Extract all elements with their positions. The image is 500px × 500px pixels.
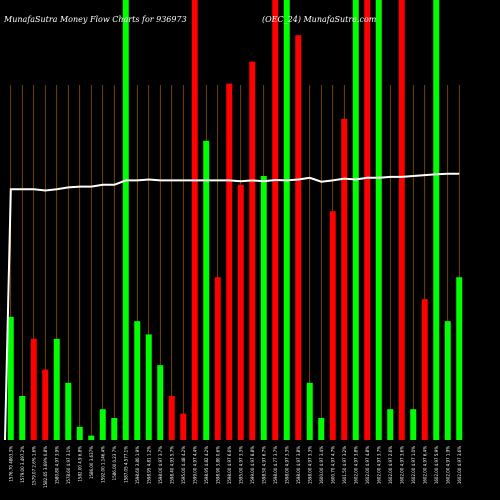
tick-label: 1599.00 4.97 4.4%: [192, 446, 197, 484]
tick-label: 1602.00 4.97 3.6%: [457, 446, 462, 484]
tick-label: 1595.00 4.48 4.2%: [181, 446, 186, 484]
bar: [30, 338, 37, 440]
tick-label: 1598.00 4.97 3.8%: [296, 446, 301, 484]
tick-label: 1586.00 3.637%: [89, 446, 94, 479]
tick-label: 1602.00 4.97 3.8%: [353, 446, 358, 484]
tick-label: 1595.00 4.97 3.3%: [238, 446, 243, 484]
tick-label: 1599.00 4.97 8.8%: [250, 446, 255, 484]
bar: [99, 409, 106, 440]
tick-label: 1576.70 4863.3%: [8, 446, 13, 482]
tick-label: 1602.00 4.97 6.4%: [422, 446, 427, 484]
bar: [260, 176, 267, 440]
tick-label: 1598.95 4.81 1.2%: [146, 446, 151, 484]
tick-label: 1600.00 4.97 3.4%: [319, 446, 324, 484]
chart-title: MunafaSutra Money Flow Charts for 936973: [3, 15, 187, 24]
tick-labels: 1576.70 4863.3% 1579.00 3.497.2% 1579.07 2…: [8, 446, 462, 488]
money-flow-line-group: [4, 172, 460, 441]
tick-label: 1602.00 4.97 1.9%: [445, 446, 450, 484]
bar: [364, 0, 371, 440]
bar: [122, 0, 129, 440]
tick-label: 1582.65 3.69% 0.8%: [43, 446, 48, 488]
chart-subtitle: (OEC_24) MunafaSutra.com: [262, 15, 377, 24]
tick-label: 1598.50 4.97 6.7%: [261, 446, 266, 484]
tick-label: 1600.70 4.97 4.7%: [330, 446, 335, 484]
bar: [421, 299, 428, 440]
bar: [318, 418, 325, 440]
bar: [387, 409, 394, 440]
bar: [410, 409, 417, 440]
tick-label: 1598.00 4.77 3.7%: [273, 446, 278, 484]
tick-label: 1587.05 4.577.1%: [123, 446, 128, 483]
bar: [65, 382, 72, 440]
bar: [191, 0, 198, 440]
bar: [329, 211, 336, 440]
tick-label: 1598.00 4.97 3.3%: [307, 446, 312, 484]
tick-label: 1598.00 4.97 6.6%: [227, 446, 232, 484]
tick-label: 1579.00 3.497.2%: [20, 446, 25, 483]
bar: [145, 334, 152, 440]
bar: [76, 426, 83, 440]
tick-label: 1598.60 3.80 1.9%: [135, 446, 140, 484]
bar: [214, 277, 221, 440]
bars: [7, 0, 463, 441]
bar: [249, 61, 256, 440]
tick-label: 1602.00 4.97 3.6%: [399, 446, 404, 484]
bar: [180, 413, 187, 440]
bar: [134, 321, 141, 440]
tick-label: 1579.07 2.6% 1.6%: [31, 446, 36, 486]
bar: [168, 396, 175, 440]
bar: [53, 338, 60, 440]
tick-label: 1602.00 4.97 4.8%: [365, 446, 370, 484]
bar: [203, 140, 210, 441]
bar: [111, 418, 118, 440]
bar: [398, 0, 405, 440]
tick-label: 1598.95 4.82 4.2%: [204, 446, 209, 484]
bar: [375, 0, 382, 440]
tick-label: 1598.00 4.97 3.7%: [158, 446, 163, 484]
tick-label: 1592.00 1.146.4%: [100, 446, 105, 483]
tick-label: 1598.00 4.97 3.3%: [284, 446, 289, 484]
bar: [352, 0, 359, 440]
bar: [7, 316, 14, 440]
bar: [433, 0, 440, 440]
tick-label: 1602.00 4.97 5.9%: [434, 446, 439, 484]
bar: [157, 365, 164, 440]
tick-label: 1598.90 3.80 0.6%: [215, 446, 220, 484]
tick-label: 1602.00 4.97 3.7%: [376, 446, 381, 484]
tick-label: 1578.60 4.97 3.1%: [66, 446, 71, 484]
bar: [456, 277, 463, 440]
tick-label: 1601.50 4.97 3.2%: [342, 446, 347, 484]
tick-label: 1598.40 4.93 5.7%: [169, 446, 174, 484]
bar: [444, 321, 451, 440]
tick-label: 1602.00 4.97 1.0%: [411, 446, 416, 484]
money-flow-line: [4, 172, 460, 441]
tick-label: 1582.00 4.9 6.8%: [77, 446, 82, 482]
bar: [42, 369, 49, 440]
bar: [306, 382, 313, 440]
bar: [19, 396, 26, 440]
bar: [226, 83, 233, 440]
bar: [237, 184, 244, 440]
tick-label: 1602.00 4.97 2.6%: [388, 446, 393, 484]
tick-label: 1586.00 0.23 7%: [112, 446, 117, 481]
bar: [272, 0, 279, 440]
bar: [88, 435, 95, 440]
tick-label: 1580.80 4.97 3.9%: [54, 446, 59, 484]
bar: [341, 118, 348, 441]
bar: [295, 35, 302, 440]
bar: [283, 0, 290, 440]
